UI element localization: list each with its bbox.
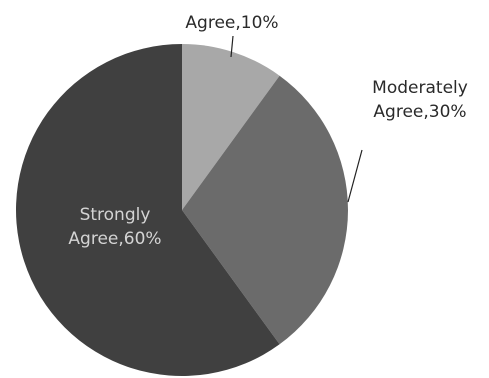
- pie-slice: [15, 44, 280, 376]
- pie-slice: [182, 44, 280, 210]
- slice-label-line: Strongly: [80, 205, 151, 225]
- slice-label-line: Moderately: [372, 78, 468, 98]
- slice-label: Strongly Agree,60%: [68, 205, 161, 249]
- leader-line: [347, 149, 363, 203]
- slice-label-line: Agree,60%: [68, 229, 161, 249]
- slice-label: Agree,10%: [185, 13, 278, 33]
- pie-slice: [182, 75, 349, 345]
- slice-label-line: Agree,30%: [373, 102, 466, 122]
- pie-slices: [15, 44, 349, 376]
- leader-line: [230, 35, 234, 58]
- slice-labels: Agree,10% Moderately Agree,30% Strongly Agre…: [68, 13, 467, 249]
- slice-label: Moderately Agree,30%: [372, 78, 468, 122]
- leader-lines: [230, 35, 363, 203]
- slice-label-line: Agree,10%: [185, 13, 278, 33]
